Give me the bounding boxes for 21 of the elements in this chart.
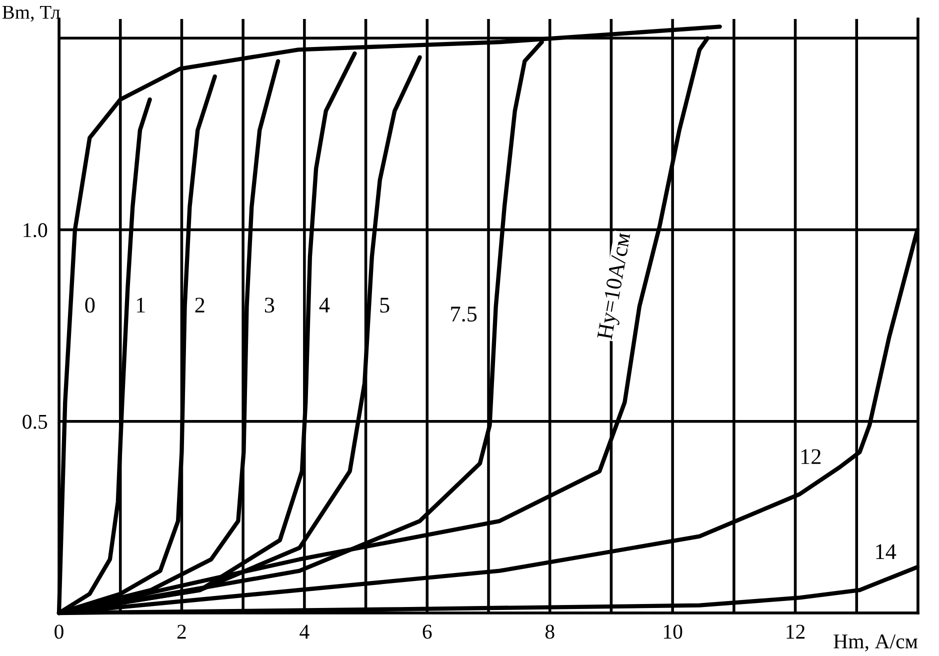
x-tick-label: 0 bbox=[54, 624, 64, 639]
series-label: 4 bbox=[319, 298, 330, 312]
series-label: 5 bbox=[380, 298, 390, 313]
x-tick-label: 8 bbox=[545, 624, 554, 639]
y-tick-label: 1.0 bbox=[24, 223, 48, 238]
y-axis-title: Bm, Тл bbox=[2, 6, 60, 22]
series-label: 3 bbox=[264, 298, 274, 313]
series-label: 1 bbox=[137, 298, 145, 312]
series-label: 12 bbox=[801, 449, 821, 464]
series-label: 0 bbox=[85, 298, 95, 313]
series-label: 7.5 bbox=[451, 306, 477, 322]
x-tick-label: 10 bbox=[664, 624, 682, 639]
series-label: 14 bbox=[876, 544, 896, 559]
x-axis-title: Hm, А/см bbox=[834, 634, 918, 652]
x-tick-label: 12 bbox=[786, 624, 805, 639]
text: Hу=10А/см bbox=[597, 232, 635, 341]
y-tick-label: 0.5 bbox=[22, 414, 48, 429]
x-tick-label: 2 bbox=[177, 624, 186, 639]
series-label: 2 bbox=[195, 298, 204, 312]
x-tick-label: 4 bbox=[300, 624, 310, 639]
x-tick-label: 6 bbox=[422, 624, 432, 639]
